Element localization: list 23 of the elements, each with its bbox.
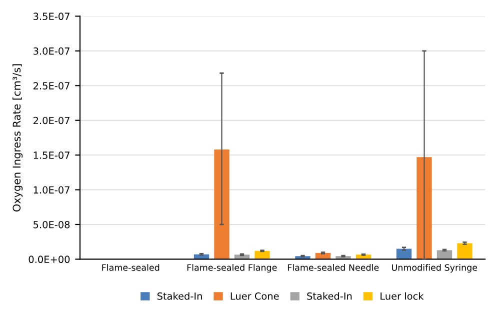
y-axis-title: Oxygen Ingress Rate [cm³/s] [12,64,23,212]
bar [416,157,432,260]
y-tick-label: 5.0E-08 [34,220,70,228]
y-tick-label: 3.0E-07 [34,47,70,55]
y-tick-label: 1.5E-07 [34,152,70,159]
x-tick-label: Flame-sealed [102,264,160,271]
y-tick-label: 3.5E-07 [34,12,70,20]
legend-label: Staked-In [157,292,202,300]
x-tick-label: Flame-sealed Needle [288,264,379,271]
bar [436,250,452,260]
legend-label: Staked-In [307,292,352,300]
y-tick-label: 2.5E-07 [34,82,70,90]
bar [214,150,230,260]
bar [457,243,472,260]
x-tick-label: Flame-sealed Flange [187,264,277,273]
y-tick-label: 0.0E+00 [28,256,70,264]
legend-label: Luer lock [380,292,424,300]
y-tick-label: 1.0E-07 [34,186,70,194]
bar [254,250,270,260]
x-tick-label: Unmodified Syringe [392,264,478,273]
legend-label: Luer Cone [230,292,279,300]
bar [396,248,412,260]
y-tick-label: 2.0E-07 [34,116,70,124]
